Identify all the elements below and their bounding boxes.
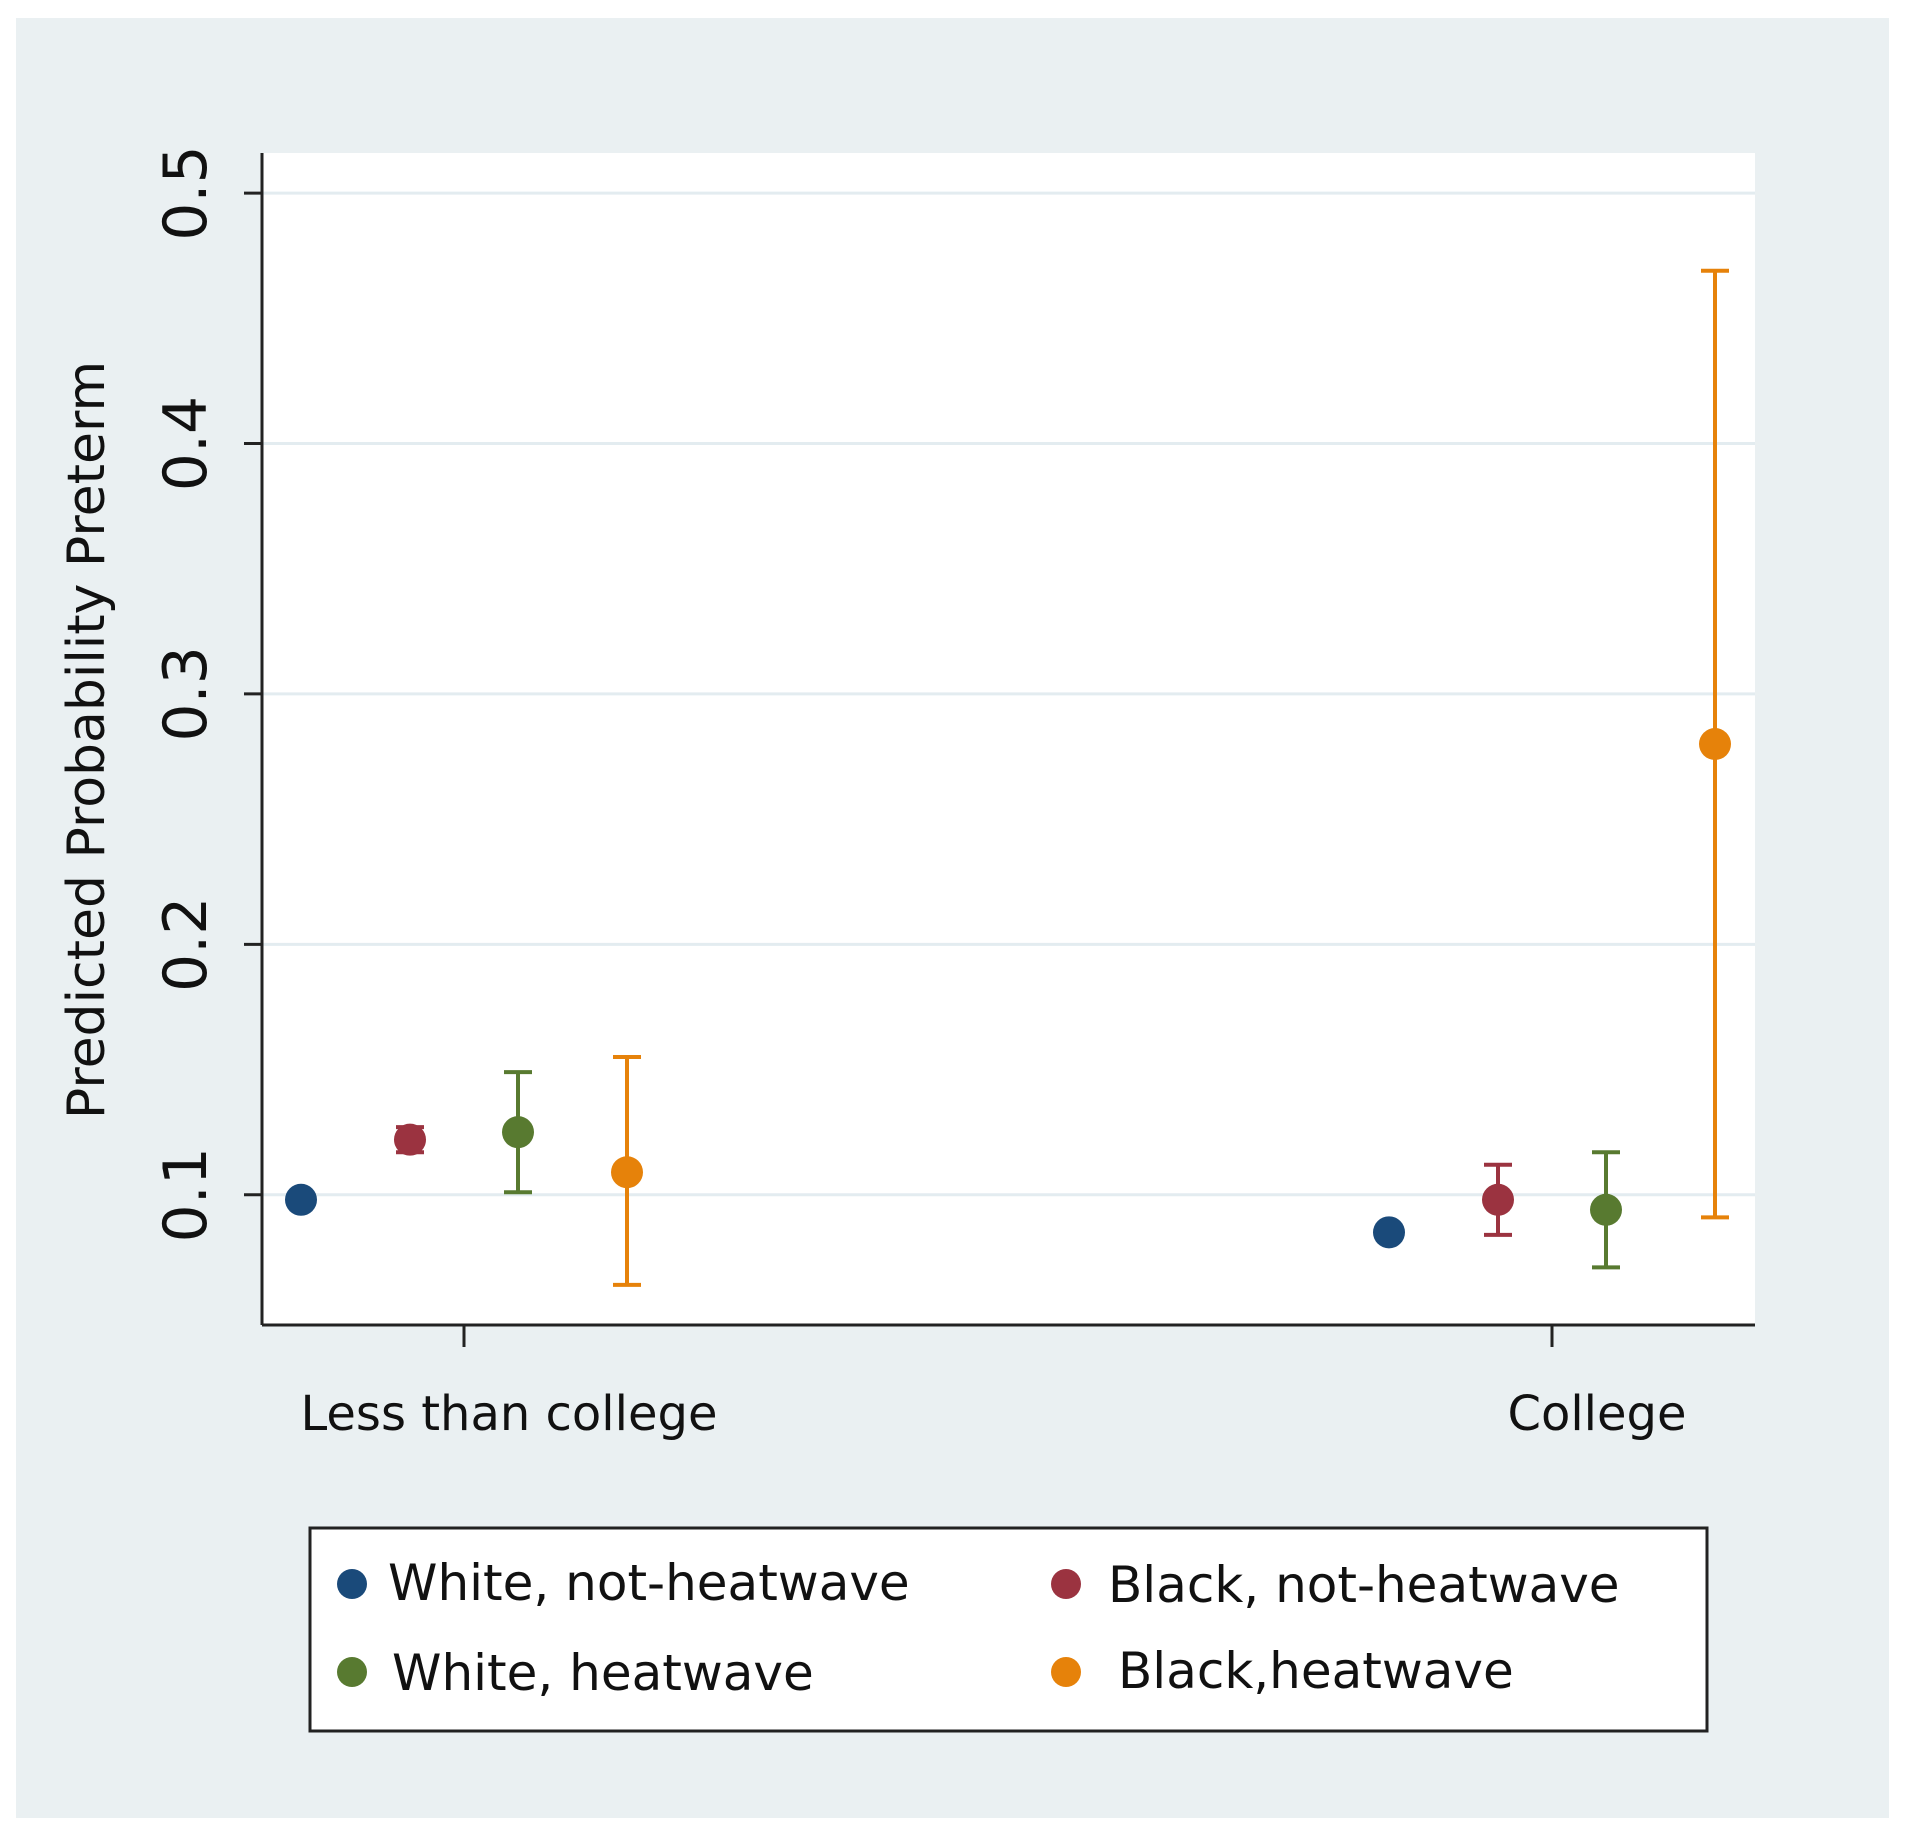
legend-items: White, not-heatwave Black, not-heatwave Wh… <box>337 1554 1620 1702</box>
legend-marker <box>337 1569 367 1599</box>
legend-marker <box>1051 1657 1081 1687</box>
y-tick-label: 0.3 <box>151 646 221 741</box>
x-ticks: Less than college College <box>301 1325 1687 1442</box>
data-point <box>1699 728 1731 761</box>
legend-label: White, heatwave <box>392 1644 814 1702</box>
data-point <box>1373 1216 1405 1249</box>
data-point <box>1482 1183 1514 1216</box>
plot-area <box>262 153 1755 1325</box>
legend-label: Black, not-heatwave <box>1108 1556 1620 1614</box>
legend-marker <box>1051 1569 1081 1599</box>
y-axis-title: Predicted Probability Preterm <box>57 361 117 1119</box>
axes <box>260 153 1755 1327</box>
legend-marker <box>337 1657 367 1687</box>
data-point <box>394 1123 426 1156</box>
legend-box <box>308 1526 1709 1733</box>
legend-label: Black,heatwave <box>1118 1642 1514 1700</box>
y-ticks: 0.1 0.2 0.3 0.4 0.5 <box>151 145 262 1242</box>
data-point <box>1590 1193 1622 1226</box>
y-tick-label: 0.5 <box>151 145 221 240</box>
x-tick-label: Less than college <box>301 1386 718 1442</box>
legend-label: White, not-heatwave <box>388 1554 910 1612</box>
data-point <box>611 1156 643 1189</box>
y-tick-label: 0.2 <box>151 897 221 992</box>
data-marks <box>285 268 1731 1287</box>
y-tick-label: 0.1 <box>151 1147 221 1242</box>
y-tick-label: 0.4 <box>151 396 221 491</box>
legend: White, not-heatwave Black, not-heatwave Wh… <box>308 1526 1709 1733</box>
data-point <box>502 1116 534 1149</box>
x-tick-label: College <box>1507 1386 1686 1442</box>
data-point <box>285 1183 317 1216</box>
